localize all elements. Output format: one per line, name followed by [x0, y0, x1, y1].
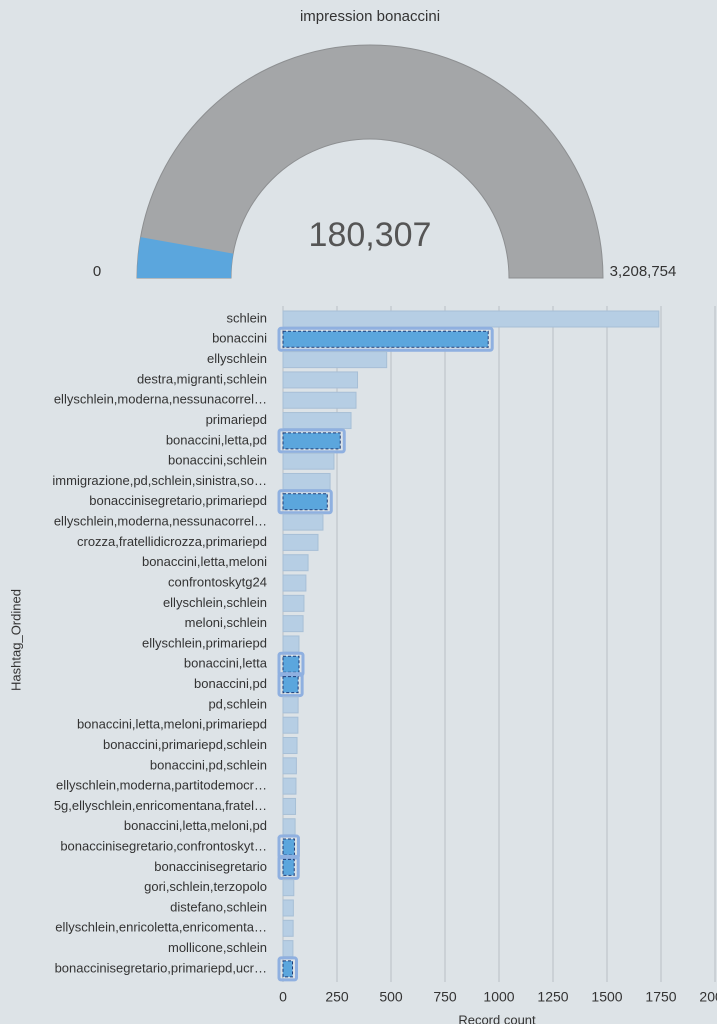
- y-tick-label: meloni,schlein: [185, 615, 267, 630]
- y-tick-label: bonaccini,letta: [184, 656, 268, 671]
- y-tick-label: bonaccini,schlein: [168, 453, 267, 468]
- y-tick-label: 5g,ellyschlein,enricomentana,fratel…: [54, 798, 267, 813]
- bar: [282, 777, 297, 795]
- x-tick-label: 500: [379, 989, 403, 1005]
- selection-halo: [277, 854, 300, 880]
- selection-halo: [277, 428, 346, 454]
- bar: [282, 899, 294, 917]
- bar: [282, 330, 489, 348]
- y-tick-label: gori,schlein,terzopolo: [144, 879, 267, 894]
- y-tick-label: bonaccini,pd: [194, 676, 267, 691]
- x-tick-label: 1750: [645, 989, 676, 1005]
- gauge-range-label: 3,208,754: [610, 263, 677, 280]
- y-tick-label: primariepd: [206, 412, 267, 427]
- y-tick-label: distefano,schlein: [170, 899, 267, 914]
- y-tick-label: schlein: [227, 310, 267, 325]
- y-tick-label: bonaccini,letta,meloni: [142, 554, 267, 569]
- bar: [282, 412, 352, 430]
- x-tick-label: 0: [279, 989, 287, 1005]
- bar: [282, 635, 300, 653]
- bar: [282, 858, 295, 876]
- x-tick-label: 1250: [537, 989, 568, 1005]
- bar: [282, 493, 328, 511]
- bar: [282, 716, 299, 734]
- y-tick-label: ellyschlein,enricoletta,enricomenta…: [55, 920, 267, 935]
- bar: [282, 797, 297, 815]
- y-tick-label: ellyschlein: [207, 351, 267, 366]
- gauge-track: [136, 44, 604, 279]
- y-tick-label: bonaccini,letta,meloni,pd: [124, 818, 267, 833]
- y-tick-label: confrontoskytg24: [168, 574, 267, 589]
- bar: [282, 757, 297, 775]
- bar: [282, 472, 331, 490]
- y-tick-label: ellyschlein,primariepd: [142, 635, 267, 650]
- y-tick-label: bonaccini,letta,pd: [166, 432, 267, 447]
- bar: [282, 676, 299, 694]
- bar: [282, 960, 294, 978]
- x-tick-label: 750: [433, 989, 457, 1005]
- bar: [282, 879, 295, 897]
- gauge-range-label: 0: [93, 263, 101, 280]
- selection-halo: [277, 651, 305, 677]
- bar: [282, 838, 295, 856]
- bar: [282, 696, 299, 714]
- y-axis-title: Hashtag_Ordined: [8, 589, 23, 691]
- y-tick-label: ellyschlein,moderna,nessunacorrel…: [54, 392, 267, 407]
- bar: [282, 737, 298, 755]
- x-tick-label: 250: [325, 989, 349, 1005]
- y-tick-label: ellyschlein,moderna,nessunacorrel…: [54, 514, 267, 529]
- bar: [282, 452, 335, 470]
- bar: [282, 818, 296, 836]
- bar: [282, 574, 307, 592]
- bar: [282, 432, 341, 450]
- bar: [282, 351, 388, 369]
- bar: [282, 615, 304, 633]
- bar: [282, 391, 357, 409]
- selection-halo: [277, 834, 300, 860]
- gauge-value: [137, 237, 234, 278]
- y-tick-label: bonaccini: [212, 331, 267, 346]
- y-tick-label: mollicone,schlein: [168, 940, 267, 955]
- bar: [282, 371, 359, 389]
- selection-halo: [277, 672, 304, 698]
- selection-halo: [277, 489, 333, 515]
- y-tick-label: destra,migranti,schlein: [137, 371, 267, 386]
- y-tick-label: bonaccinisegretario,primariepd,ucr…: [55, 960, 267, 975]
- selection-halo: [277, 326, 494, 352]
- x-tick-label: 1500: [591, 989, 622, 1005]
- y-tick-label: bonaccini,pd,schlein: [150, 757, 267, 772]
- y-tick-label: bonaccinisegretario: [154, 859, 267, 874]
- y-tick-label: pd,schlein: [208, 696, 267, 711]
- y-tick-label: ellyschlein,schlein: [163, 595, 267, 610]
- y-tick-label: bonaccinisegretario,confrontoskyt…: [60, 838, 267, 853]
- bar: [282, 919, 294, 937]
- y-tick-label: bonaccinisegretario,primariepd: [89, 493, 267, 508]
- bar: [282, 533, 319, 551]
- bar: [282, 554, 309, 572]
- gauge-title: impression bonaccini: [300, 8, 440, 25]
- y-tick-label: crozza,fratellidicrozza,primariepd: [77, 534, 267, 549]
- bar: [282, 513, 324, 531]
- y-tick-label: ellyschlein,moderna,partitodemocr…: [56, 778, 267, 793]
- bar: [282, 940, 294, 958]
- y-tick-label: bonaccini,letta,meloni,primariepd: [77, 717, 267, 732]
- x-tick-label: 1000: [483, 989, 514, 1005]
- bar: [282, 310, 660, 328]
- y-tick-label: bonaccini,primariepd,schlein: [103, 737, 267, 752]
- selection-halo: [277, 956, 299, 982]
- bar: [282, 594, 305, 612]
- y-tick-label: immigrazione,pd,schlein,sinistra,so…: [52, 473, 267, 488]
- x-axis-title: Record count: [458, 1012, 536, 1024]
- bar: [282, 655, 300, 673]
- gauge-value-label: 180,307: [309, 216, 432, 254]
- x-tick-label: 2000: [699, 989, 717, 1005]
